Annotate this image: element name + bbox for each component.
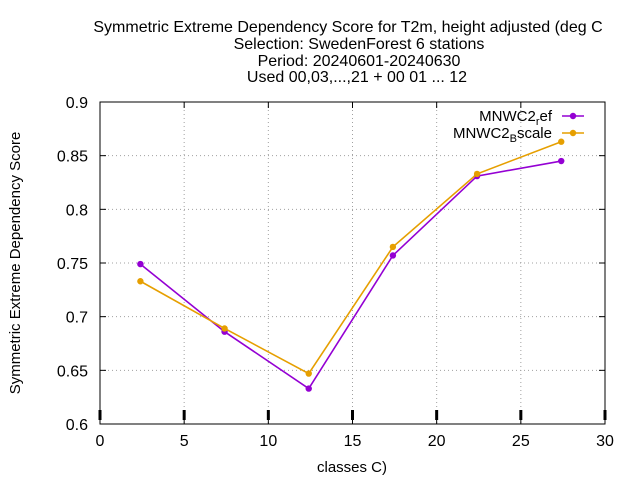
x-axis-label: classes C) — [317, 459, 387, 476]
y-tick-label: 0.85 — [57, 149, 88, 166]
x-tick-label: 25 — [512, 433, 530, 450]
data-point — [137, 278, 144, 285]
series-2 — [137, 138, 565, 377]
title-line-1: Symmetric Extreme Dependency Score for T… — [93, 19, 602, 36]
data-point — [389, 252, 397, 259]
y-tick-label: 0.6 — [66, 417, 88, 434]
series-layer — [137, 138, 565, 392]
x-tick-label: 5 — [180, 433, 189, 450]
series-line — [139, 160, 562, 390]
legend-swatch-point — [569, 112, 577, 120]
data-point — [473, 170, 481, 178]
x-tick-label: 10 — [259, 433, 277, 450]
legend-label: MNWC2ref — [479, 108, 553, 128]
data-point — [137, 260, 144, 268]
legend-label: MNWC2Bscale — [453, 125, 552, 145]
series-line — [140, 140, 562, 375]
y-axis-label: Symmetric Extreme Dependency Score — [7, 132, 24, 395]
x-tick-label: 0 — [96, 433, 105, 450]
y-tick-label: 0.7 — [66, 310, 88, 327]
axis-ticks — [98, 101, 607, 425]
chart-title: Symmetric Extreme Dependency Score for T… — [93, 19, 602, 86]
x-tick-label: 30 — [596, 433, 614, 450]
data-point — [221, 325, 228, 332]
y-tick-label: 0.75 — [57, 256, 88, 273]
legend-swatch-point — [569, 129, 577, 137]
y-tick-labels: 0.6 0.65 0.7 0.75 0.8 0.85 0.9 — [57, 95, 88, 434]
x-tick-label: 20 — [428, 433, 446, 450]
data-point — [558, 138, 565, 145]
data-point — [558, 157, 565, 165]
data-point — [389, 243, 397, 251]
title-line-2: Selection: SwedenForest 6 stations — [234, 36, 485, 53]
y-tick-label: 0.8 — [66, 202, 88, 219]
title-line-4: Used 00,03,...,21 + 00 01 ... 12 — [247, 69, 467, 86]
legend-entry-1: MNWC2ref — [479, 108, 584, 128]
data-point — [305, 370, 312, 377]
data-point — [305, 385, 312, 392]
legend-entry-2: MNWC2Bscale — [453, 125, 584, 145]
y-tick-label: 0.65 — [57, 363, 88, 380]
y-tick-label: 0.9 — [66, 95, 88, 112]
x-tick-label: 15 — [344, 433, 362, 450]
series-1 — [137, 157, 565, 392]
grid — [100, 102, 605, 424]
x-tick-labels: 0 5 10 15 20 25 30 — [96, 433, 614, 450]
title-line-3: Period: 20240601-20240630 — [258, 53, 461, 70]
